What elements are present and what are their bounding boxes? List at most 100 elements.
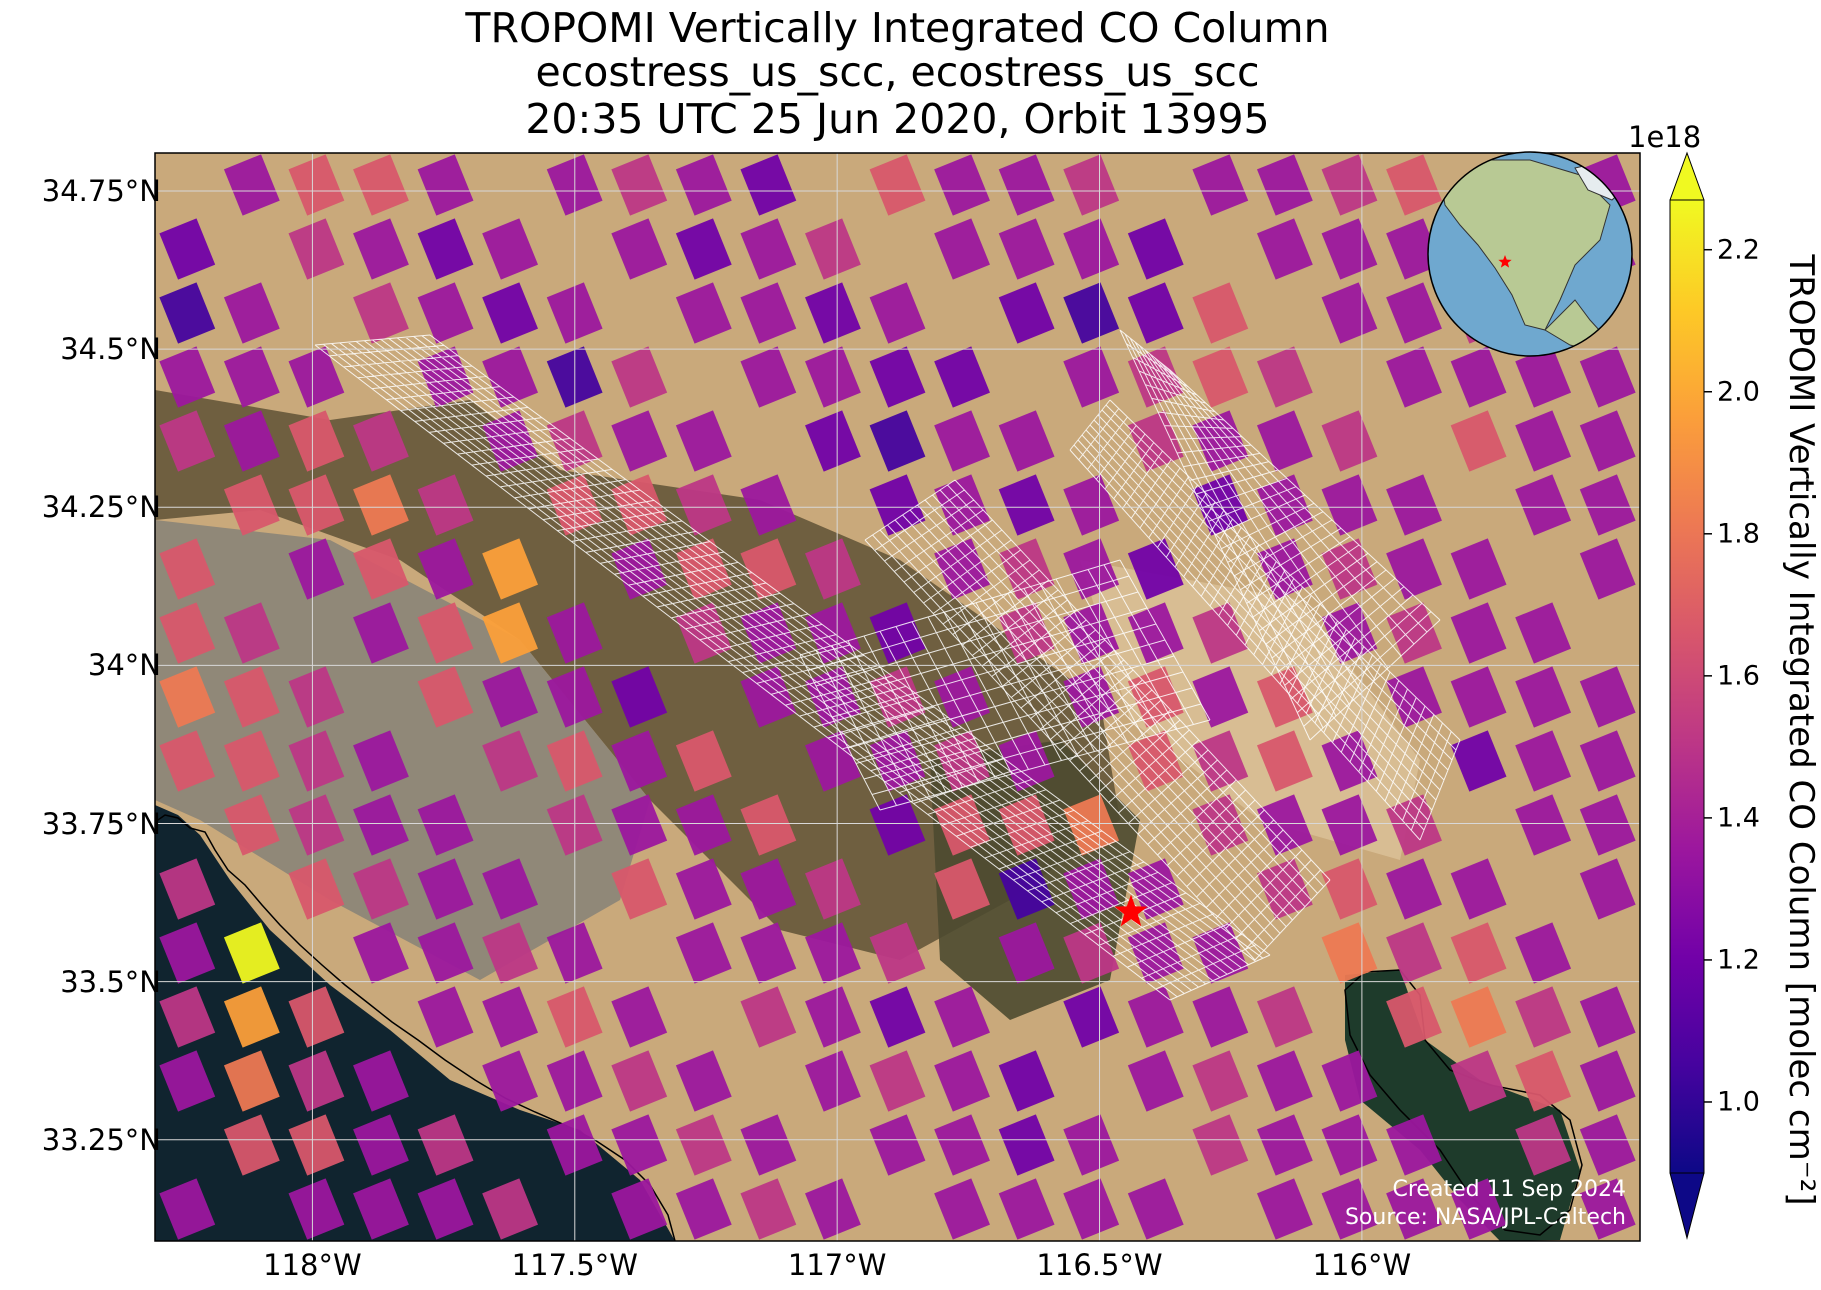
- co-pixel: [675, 218, 732, 280]
- source-credit: Source: NASA/JPL-Caltech: [1344, 1205, 1626, 1230]
- co-pixel: [611, 474, 668, 536]
- co-pixel: [223, 730, 280, 792]
- co-pixel: [1256, 154, 1313, 216]
- co-pixel: [611, 730, 668, 792]
- co-pixel: [1515, 602, 1572, 664]
- co-pixel: [417, 154, 474, 216]
- co-pixel: [159, 730, 216, 792]
- co-pixel: [159, 218, 216, 280]
- lat-label: 34°N: [87, 648, 161, 683]
- co-pixel: [611, 410, 668, 472]
- co-pixel: [482, 1050, 539, 1112]
- co-pixel: [1450, 602, 1507, 664]
- co-pixel: [353, 602, 409, 664]
- co-pixel: [869, 1114, 926, 1176]
- co-pixel: [805, 1050, 861, 1112]
- co-pixel: [1579, 858, 1636, 920]
- co-pixel: [1515, 410, 1572, 472]
- co-pixel: [1127, 1178, 1184, 1240]
- co-pixel: [1127, 922, 1184, 984]
- co-pixel: [1256, 1114, 1313, 1176]
- co-pixel: [353, 474, 409, 536]
- co-pixel: [1192, 154, 1249, 216]
- globe-icon: [1427, 151, 1633, 357]
- co-pixel: [934, 1178, 990, 1240]
- co-pixel: [1450, 922, 1507, 984]
- co-pixel: [934, 1114, 990, 1176]
- co-pixel: [675, 730, 732, 792]
- co-pixel: [1063, 346, 1120, 408]
- colorbar-tick-label: 2.0: [1717, 376, 1760, 408]
- map-gridlines: [155, 153, 1640, 1241]
- co-pixel: [159, 538, 216, 600]
- co-pixel: [417, 1114, 474, 1176]
- co-pixel: [223, 666, 280, 728]
- co-pixel: [353, 1114, 409, 1176]
- colorbar: [1669, 151, 1712, 1240]
- co-pixel: [869, 154, 926, 216]
- co-pixel: [611, 1050, 668, 1112]
- co-pixel: [482, 666, 539, 728]
- co-pixel: [1192, 410, 1249, 472]
- co-pixel: [288, 538, 345, 600]
- co-pixel: [1450, 986, 1507, 1048]
- co-pixel: [869, 282, 926, 344]
- co-column-pixels: [159, 154, 1636, 1240]
- co-pixel: [1127, 218, 1184, 280]
- co-pixel: [740, 346, 797, 408]
- co-pixel: [1256, 666, 1313, 728]
- co-pixel: [159, 666, 216, 728]
- co-pixel: [1063, 1114, 1120, 1176]
- co-pixel: [998, 1114, 1055, 1176]
- colorbar-exponent: 1e18: [1628, 120, 1702, 154]
- co-pixel: [1256, 346, 1313, 408]
- co-pixel: [934, 410, 990, 472]
- co-pixel: [1256, 794, 1313, 856]
- co-pixel: [353, 538, 409, 600]
- co-pixel: [675, 794, 732, 856]
- co-pixel: [1256, 410, 1313, 472]
- co-pixel: [159, 986, 216, 1048]
- co-pixel: [288, 794, 345, 856]
- co-pixel: [288, 154, 345, 216]
- colorbar-extend-top: [1670, 153, 1704, 200]
- co-pixel: [1127, 538, 1184, 600]
- co-pixel: [353, 1178, 409, 1240]
- co-pixel: [159, 602, 216, 664]
- co-pixel: [1321, 858, 1378, 920]
- map-area: [155, 153, 1640, 1241]
- co-pixel: [288, 218, 345, 280]
- co-pixel: [1515, 1114, 1572, 1176]
- co-pixel: [869, 922, 926, 984]
- co-pixel: [1321, 922, 1378, 984]
- co-pixel: [288, 730, 345, 792]
- co-pixel: [934, 538, 990, 600]
- co-pixel: [223, 794, 280, 856]
- co-pixel: [1127, 282, 1184, 344]
- lat-label: 34.5°N: [60, 332, 161, 367]
- co-pixel: [998, 154, 1055, 216]
- co-pixel: [288, 474, 345, 536]
- co-pixel: [611, 666, 668, 728]
- co-pixel: [223, 986, 280, 1048]
- co-pixel: [1450, 346, 1507, 408]
- co-pixel: [482, 282, 539, 344]
- co-pixel: [998, 1050, 1055, 1112]
- co-pixel: [1063, 922, 1120, 984]
- co-pixel: [482, 986, 539, 1048]
- co-pixel: [998, 410, 1055, 472]
- colorbar-tick-label: 1.0: [1717, 1086, 1760, 1118]
- co-pixel: [1386, 538, 1442, 600]
- co-pixel: [1063, 218, 1120, 280]
- co-pixel: [1386, 922, 1442, 984]
- co-pixel: [223, 474, 280, 536]
- co-pixel: [159, 410, 216, 472]
- lat-label: 33.25°N: [41, 1122, 161, 1157]
- co-pixel: [1127, 1050, 1184, 1112]
- colorbar-title: TROPOMI Vertically Integrated CO Column …: [1781, 254, 1821, 1206]
- co-pixel: [417, 986, 474, 1048]
- lon-label: 117°W: [787, 1248, 887, 1282]
- co-pixel: [1450, 730, 1507, 792]
- co-pixel: [1063, 1178, 1120, 1240]
